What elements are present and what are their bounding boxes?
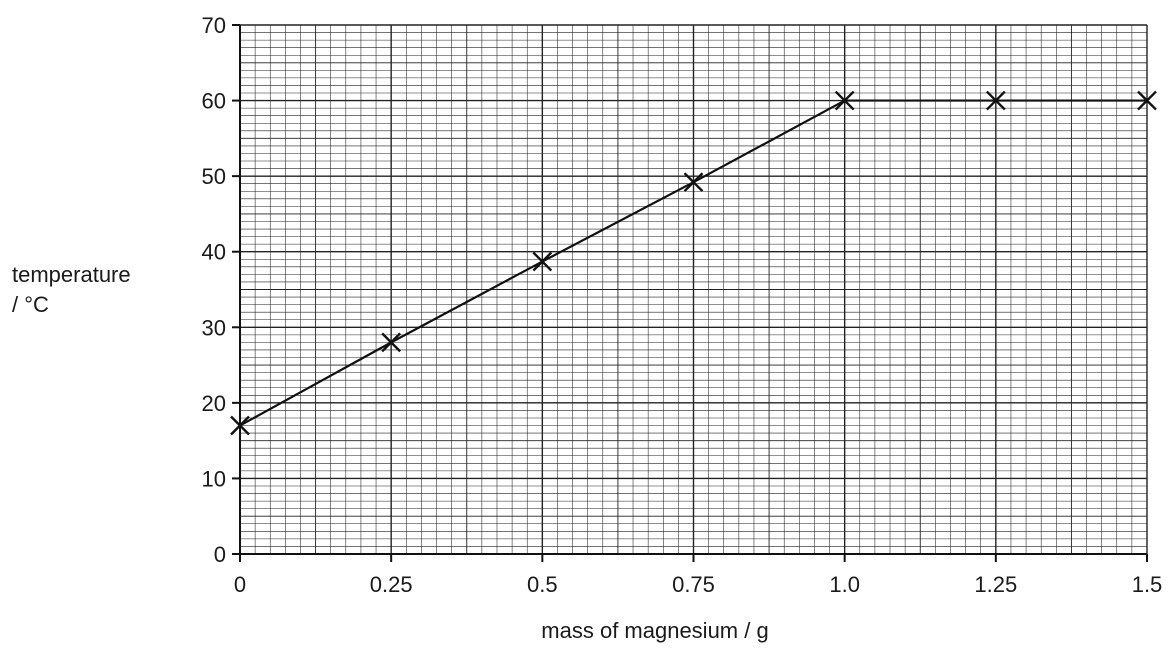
data-point-marker bbox=[532, 251, 553, 272]
x-tick-label: 1.5 bbox=[1132, 572, 1163, 597]
data-series bbox=[230, 90, 1157, 436]
y-axis-label-line-2: / °C bbox=[12, 292, 49, 317]
x-axis-label: mass of magnesium / g bbox=[541, 618, 769, 643]
y-tick-label: 40 bbox=[202, 240, 226, 265]
y-tick-label: 70 bbox=[202, 13, 226, 38]
marker-stroke bbox=[381, 332, 402, 353]
y-tick-label: 20 bbox=[202, 391, 226, 416]
x-tick-label: 0.25 bbox=[370, 572, 413, 597]
y-tick-label: 10 bbox=[202, 466, 226, 491]
marker-stroke bbox=[834, 90, 855, 111]
data-point-marker bbox=[683, 172, 704, 193]
marker-stroke bbox=[683, 172, 704, 193]
y-axis-label-line-1: temperature bbox=[12, 262, 131, 287]
x-axis-label-container: mass of magnesium / g bbox=[0, 618, 1170, 644]
tick-labels: 0 10 20 30 40 50 60 70 0 0.25 0.5 0.75 1.0 1.25 1.5 bbox=[202, 13, 1163, 597]
y-tick-label: 0 bbox=[214, 542, 226, 567]
x-tick-label: 0.5 bbox=[527, 572, 558, 597]
marker-stroke bbox=[1137, 90, 1157, 111]
data-point-marker bbox=[985, 90, 1006, 111]
x-tick-label: 0.75 bbox=[672, 572, 715, 597]
y-tick-label: 50 bbox=[202, 164, 226, 189]
y-tick-label: 30 bbox=[202, 315, 226, 340]
y-tick-label: 60 bbox=[202, 89, 226, 114]
marker-stroke bbox=[532, 251, 553, 272]
marker-stroke bbox=[985, 90, 1006, 111]
plot-grid bbox=[239, 24, 1148, 555]
y-axis-label: temperature / °C bbox=[12, 260, 131, 320]
data-point-marker bbox=[381, 332, 402, 353]
data-point-marker bbox=[834, 90, 855, 111]
x-tick-label: 1.0 bbox=[829, 572, 860, 597]
marker-stroke bbox=[230, 415, 250, 436]
x-tick-label: 0 bbox=[234, 572, 246, 597]
x-tick-label: 1.25 bbox=[974, 572, 1017, 597]
data-point-marker bbox=[230, 415, 250, 436]
data-point-marker bbox=[1137, 90, 1157, 111]
axes bbox=[232, 24, 1148, 562]
